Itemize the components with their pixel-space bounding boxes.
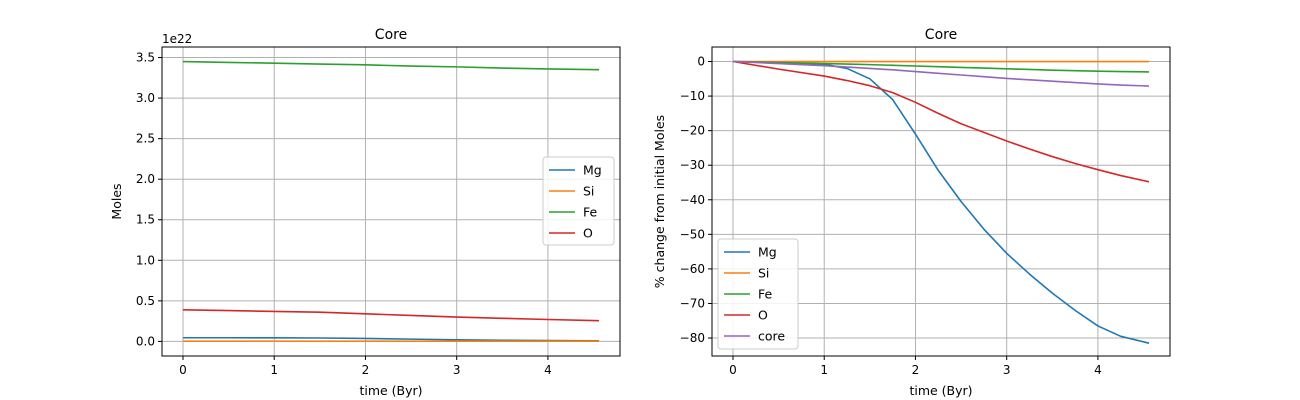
x-tick-label: 2 (362, 363, 370, 377)
series-line-mg (182, 336, 600, 342)
y-tick-label: 1.5 (136, 213, 155, 227)
y-tick-label: 3.0 (136, 91, 155, 105)
series-line-fe (732, 60, 1150, 73)
legend-box (717, 238, 799, 350)
y-tick-label: 2.5 (136, 132, 155, 146)
y-tick-label: −40 (680, 193, 705, 207)
y-tick-label: −10 (680, 89, 705, 103)
y-tick-label: −20 (680, 124, 705, 138)
legend-label-si: Si (758, 266, 769, 281)
y-tick-label: −60 (680, 262, 705, 276)
x-tick-label: 3 (453, 363, 461, 377)
legend-label-o: O (583, 226, 593, 241)
series-line-core (732, 60, 1150, 87)
y-tick-label: 0.0 (136, 334, 155, 348)
legend-label-core: core (758, 329, 785, 344)
x-tick-label: 0 (729, 363, 737, 377)
y-offset-text: 1e22 (162, 32, 192, 46)
x-tick-label: 4 (1094, 363, 1102, 377)
axes-frame (161, 46, 621, 357)
legend: Mg Si Fe O (542, 156, 615, 246)
series-line-o (182, 308, 600, 322)
x-tick-label: 1 (270, 363, 278, 377)
series-line-fe (182, 60, 600, 71)
y-tick-label: 3.5 (136, 51, 155, 65)
legend-label-o: O (758, 308, 768, 323)
legend-label-mg: Mg (583, 163, 602, 178)
x-tick-label: 0 (179, 363, 187, 377)
legend-label-fe: Fe (583, 205, 598, 220)
y-tick-label: −80 (680, 331, 705, 345)
y-tick-label: 1.0 (136, 253, 155, 267)
chart-title: Core (925, 27, 957, 43)
y-tick-label: −50 (680, 227, 705, 241)
x-tick-label: 4 (544, 363, 552, 377)
series-line-o (732, 60, 1150, 183)
y-tick-label: 0 (697, 55, 705, 69)
legend-label-fe: Fe (758, 287, 773, 302)
legend-box (542, 156, 615, 246)
y-tick-label: 0.5 (136, 294, 155, 308)
chart-title: Core (375, 27, 407, 43)
x-tick-label: 1 (820, 363, 828, 377)
chart-panel-1: 0 1 2 3 4 0.0 0.5 1.0 1.5 2.0 2.5 3.0 3.5 Core time (B… (109, 27, 621, 398)
y-tick-label: −70 (680, 296, 705, 310)
legend-label-si: Si (583, 184, 594, 199)
x-axis-label: time (Byr) (909, 383, 972, 398)
y-tick-label: 2.0 (136, 172, 155, 186)
y-tick-label: −30 (680, 158, 705, 172)
y-axis-label: Moles (109, 183, 124, 219)
x-tick-label: 2 (912, 363, 920, 377)
x-axis-label: time (Byr) (359, 383, 422, 398)
axes-frame (711, 46, 1171, 357)
y-axis-label: % change from initial Moles (652, 115, 667, 288)
legend-label-mg: Mg (758, 245, 777, 260)
x-tick-label: 3 (1003, 363, 1011, 377)
chart-panel-2: 0 1 2 3 4 0 −10 −20 −30 −40 −50 −60 −70 −80 Core time (… (652, 27, 1171, 398)
